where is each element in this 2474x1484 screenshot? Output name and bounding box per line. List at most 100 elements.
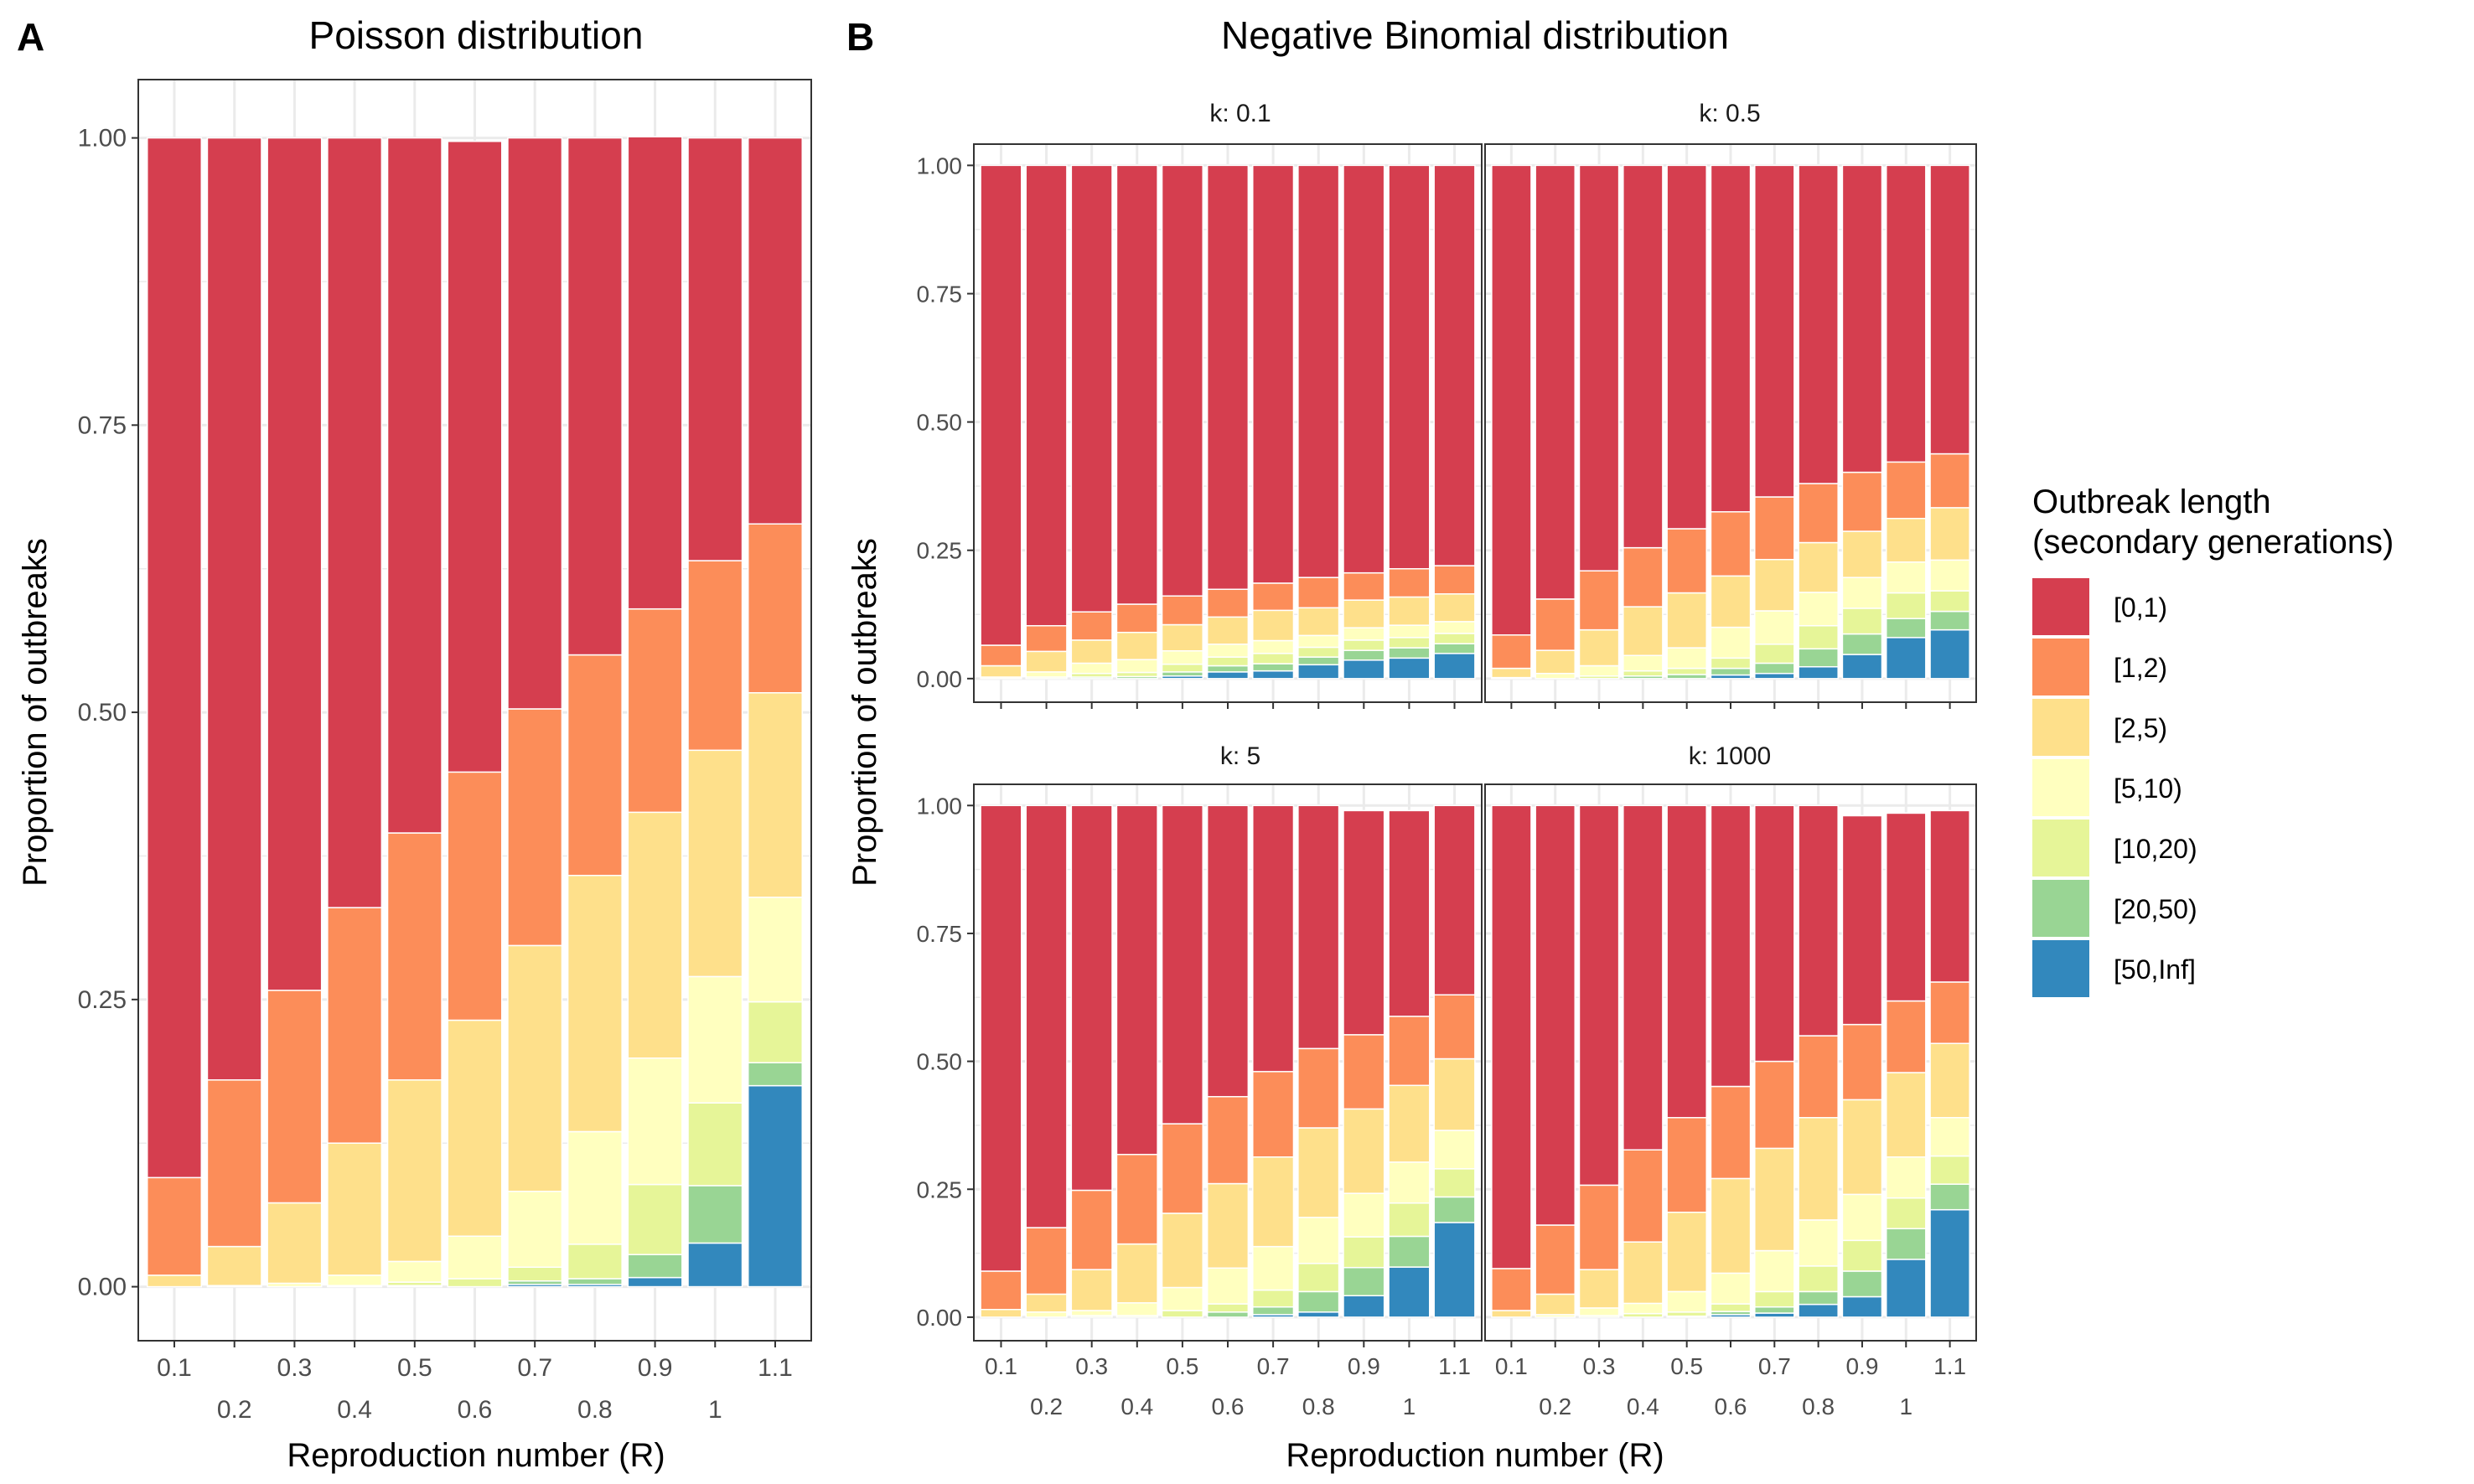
bar-segment-50-inf-r-1-1 xyxy=(747,1084,803,1288)
bar-segment-20-50-r-0-6 xyxy=(1206,664,1250,673)
legend-key-10-20 xyxy=(2032,820,2089,876)
bar-segment-0-1-r-0-1 xyxy=(1491,164,1532,636)
facet-k-0-1-plot-area: 0.00 0.25 0.50 0.75 1.00 xyxy=(917,143,1483,709)
y-tick-label: 0.25 xyxy=(917,538,963,564)
bar-segment-2-5-r-0-8 xyxy=(1297,607,1340,637)
bar-segment-5-10-r-1 xyxy=(687,975,743,1104)
bar-segment-20-50-r-1 xyxy=(1388,647,1431,659)
bar-segment-5-10-r-0-9 xyxy=(1841,577,1883,609)
bar-segment-2-5-r-1-1 xyxy=(1929,1042,1970,1119)
bar-segment-1-2-r-0-7 xyxy=(1252,1071,1295,1158)
bar-segment-0-1-r-0-3 xyxy=(267,137,323,991)
bar-segment-5-10-r-0-5 xyxy=(386,1260,443,1283)
facet-strip-label-k-5: k: 5 xyxy=(1220,742,1260,770)
bar-segment-10-20-r-0-5 xyxy=(1161,663,1203,673)
panel-a-y-axis-title: Proportion of outbreaks xyxy=(17,538,54,887)
bar-segment-20-50-r-1-1 xyxy=(1433,643,1476,654)
bar-segment-20-50-r-0-8 xyxy=(1297,656,1340,666)
bar-segment-20-50-r-1-1 xyxy=(1929,610,1970,631)
bar-segment-50-inf-r-0-6 xyxy=(1206,671,1250,680)
bar-segment-2-5-r-0-5 xyxy=(1161,623,1203,652)
bar-segment-0-1-r-0-8 xyxy=(1798,804,1839,1037)
bar-segment-1-2-r-0-6 xyxy=(447,771,503,1021)
bar-segment-0-1-r-0-1 xyxy=(980,164,1022,646)
legend-key-20-50 xyxy=(2032,880,2089,937)
bar-segment-50-inf-r-0-7 xyxy=(1754,672,1795,680)
bar-segment-2-5-r-0-7 xyxy=(507,944,563,1192)
y-tick-label: 0.00 xyxy=(917,666,963,692)
bar-segment-0-1-r-1 xyxy=(1388,809,1431,1017)
bar-segment-10-20-r-0-7 xyxy=(507,1266,563,1282)
bar-segment-1-2-r-0-6 xyxy=(1710,1085,1752,1180)
bar-segment-2-5-r-0-7 xyxy=(1754,1147,1795,1252)
legend-key-50-inf xyxy=(2032,940,2089,997)
bar-segment-10-20-r-0-9 xyxy=(1841,1239,1883,1272)
x-tick-label: 0.8 xyxy=(577,1396,613,1424)
bar-segment-1-2-r-0-1 xyxy=(980,1270,1022,1311)
bar-segment-5-10-r-0-6 xyxy=(1710,626,1752,659)
bar-segment-1-2-r-0-2 xyxy=(1535,598,1576,651)
bar-segment-50-inf-r-0-8 xyxy=(1798,665,1839,680)
bar-segment-2-5-r-0-4 xyxy=(1623,1241,1664,1305)
bar-segment-5-10-r-0-9 xyxy=(1343,627,1385,641)
bar-segment-1-2-r-0-5 xyxy=(1666,1117,1707,1213)
x-tick-label: 0.8 xyxy=(1802,1394,1835,1419)
bar-segment-0-1-r-0-2 xyxy=(206,137,262,1081)
bar-segment-0-1-r-0-3 xyxy=(1578,164,1620,571)
bar-segment-20-50-r-0-7 xyxy=(1754,662,1795,675)
bar-segment-1-2-r-0-8 xyxy=(1297,1047,1340,1129)
bar-segment-0-1-r-0-9 xyxy=(1841,164,1883,473)
bar-segment-0-1-r-0-7 xyxy=(1754,804,1795,1063)
bar-segment-10-20-r-1-1 xyxy=(1929,1155,1970,1185)
bar-segment-50-inf-r-1-1 xyxy=(1929,628,1970,680)
bar-segment-10-20-r-1 xyxy=(1388,1202,1431,1238)
bar-segment-2-5-r-0-2 xyxy=(1535,1293,1576,1316)
bar-segment-2-5-r-0-2 xyxy=(1535,649,1576,675)
x-tick-label: 0.1 xyxy=(985,1353,1017,1379)
bar-segment-1-2-r-0-8 xyxy=(1798,483,1839,544)
bar-segment-1-2-r-1-1 xyxy=(1929,981,1970,1044)
x-tick-label: 0.8 xyxy=(1302,1394,1335,1419)
bar-segment-0-1-r-0-4 xyxy=(1623,164,1664,549)
bar-segment-1-2-r-0-6 xyxy=(1206,1095,1250,1185)
x-tick-label: 0.9 xyxy=(1845,1353,1878,1379)
bar-segment-0-1-r-0-7 xyxy=(1252,164,1295,584)
bar-segment-5-10-r-0-9 xyxy=(1343,1192,1385,1238)
bar-segment-2-5-r-0-1 xyxy=(147,1275,203,1288)
bar-segment-1-2-r-0-5 xyxy=(1666,528,1707,594)
bar-segment-0-1-r-0-7 xyxy=(1754,164,1795,498)
bar-segment-20-50-r-0-9 xyxy=(1841,633,1883,655)
bar-segment-1-2-r-0-9 xyxy=(1841,1023,1883,1101)
legend-label-20-50: [20,50) xyxy=(2114,894,2197,924)
bar-segment-2-5-r-0-7 xyxy=(1252,609,1295,642)
bar-segment-20-50-r-0-9 xyxy=(627,1254,683,1279)
bar-segment-5-10-r-0-6 xyxy=(1710,1272,1752,1305)
panel-a-plot-area: 0.00 0.25 0.50 0.75 1.00 0.1 0.2 0.3 0.4 0.5 0.6 0.… xyxy=(78,79,812,1424)
bar-segment-1-2-r-0-4 xyxy=(1115,1153,1158,1245)
bar-segment-0-1-r-0-6 xyxy=(1710,164,1752,513)
bar-segment-2-5-r-1-1 xyxy=(747,692,803,898)
bar-segment-5-10-r-0-7 xyxy=(1754,1249,1795,1293)
bar-segment-10-20-r-0-6 xyxy=(1710,657,1752,670)
bar-segment-1-2-r-0-7 xyxy=(1252,582,1295,612)
legend-key-0-1 xyxy=(2032,578,2089,635)
bar-segment-0-1-r-0-4 xyxy=(327,137,383,908)
x-tick-label: 0.7 xyxy=(1257,1353,1290,1379)
bar-segment-1-2-r-0-5 xyxy=(1161,1123,1203,1214)
bar-segment-5-10-r-1 xyxy=(1388,624,1431,639)
bar-segment-1-2-r-0-3 xyxy=(1578,1184,1620,1270)
bar-segment-0-1-r-1-1 xyxy=(1433,164,1476,566)
bar-segment-2-5-r-1-1 xyxy=(1929,507,1970,561)
y-tick-label: 1.00 xyxy=(917,793,963,819)
facet-strip-label-k-0-1: k: 0.1 xyxy=(1209,100,1271,127)
bar-segment-0-1-r-0-9 xyxy=(1343,809,1385,1036)
bar-segment-5-10-r-0-5 xyxy=(1161,1286,1203,1311)
bar-segment-1-2-r-1-1 xyxy=(1433,565,1476,595)
bar-segment-5-10-r-0-3 xyxy=(1070,662,1113,675)
bar-segment-5-10-r-0-7 xyxy=(1252,639,1295,654)
bar-segment-0-1-r-0-3 xyxy=(1578,804,1620,1187)
bar-segment-5-10-r-0-7 xyxy=(507,1191,563,1269)
y-tick-label: 0.75 xyxy=(917,921,963,947)
facet-strip-label-k-0-5: k: 0.5 xyxy=(1699,100,1760,127)
facet-k-5-plot-area: 0.00 0.25 0.50 0.75 1.00 0.1 0.2 0.3 0.4 0.5 0.6 0.… xyxy=(917,783,1483,1419)
